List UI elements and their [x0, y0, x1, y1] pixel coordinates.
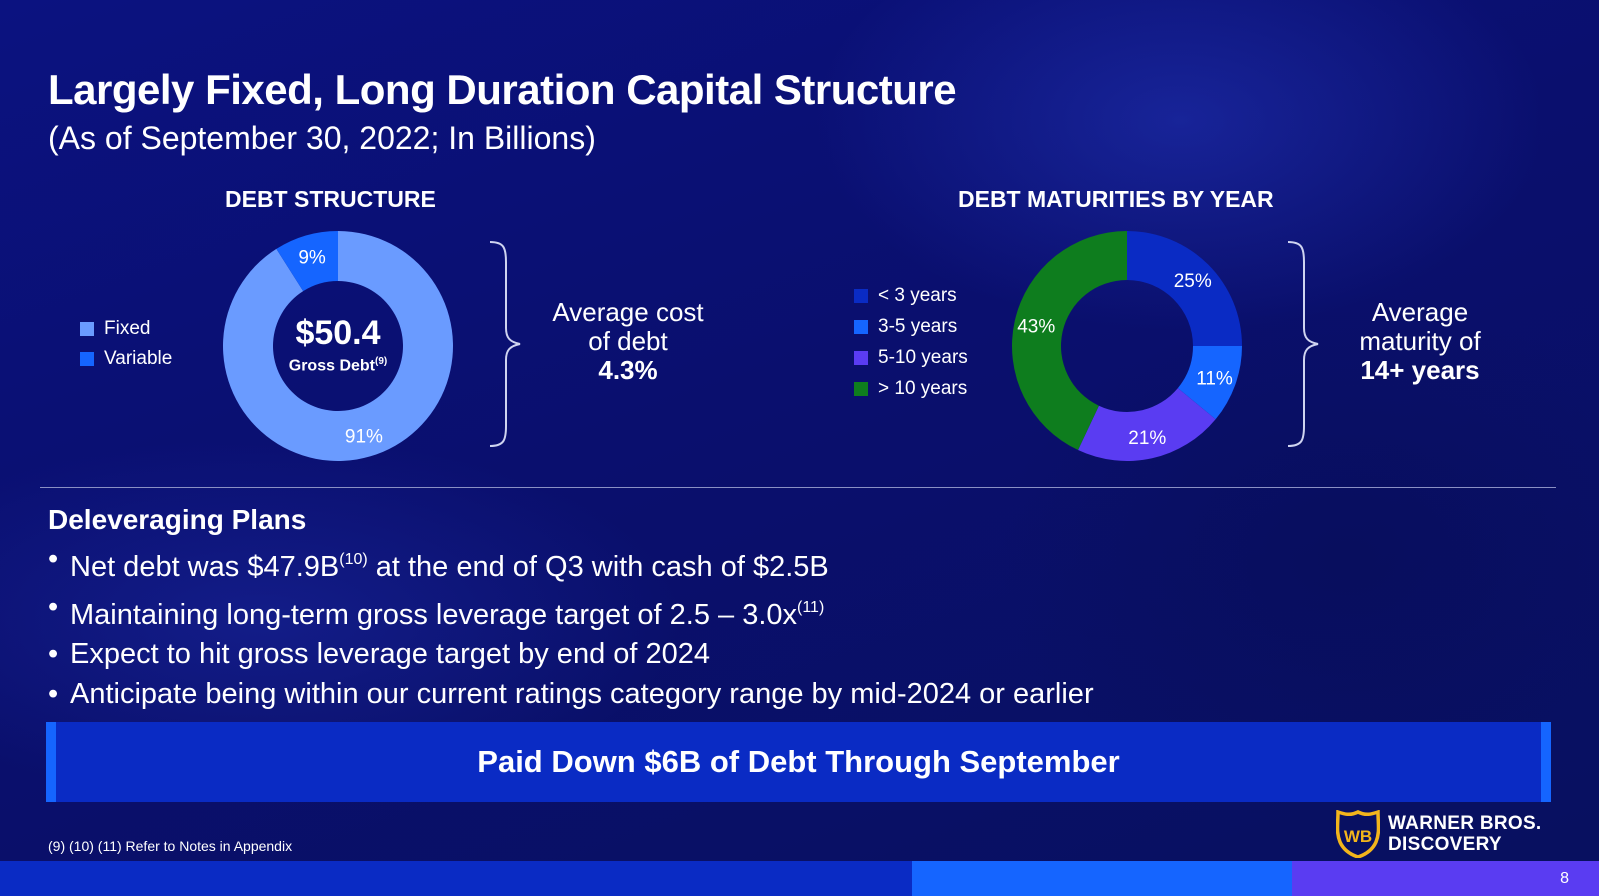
legend-label-3-5: 3-5 years — [878, 315, 958, 337]
bullet-text: Net debt was $47.9B(10) at the end of Q3… — [70, 540, 829, 588]
bullet-text-tail: at the end of Q3 with cash of $2.5B — [367, 551, 829, 583]
legend-swatch-5-10 — [854, 350, 868, 365]
average-cost-line1: Average cost — [552, 297, 704, 327]
paid-down-banner: Paid Down $6B of Debt Through September — [46, 722, 1551, 802]
average-maturity-value: 14+ years — [1360, 355, 1480, 385]
legend-label-variable: Variable — [104, 348, 173, 369]
bottom-bar-segment-3 — [1292, 861, 1599, 896]
donut-data-label: 91% — [345, 426, 383, 447]
average-cost-line2: of debt — [588, 326, 668, 356]
debt-maturities-heading: DEBT MATURITIES BY YEAR — [958, 186, 1274, 212]
average-cost-callout: Average cost of debt 4.3% — [538, 298, 718, 385]
legend-item-3-5: 3-5 years — [854, 311, 968, 342]
donut-data-label: 21% — [1128, 428, 1166, 449]
donut-slice-4 — [1012, 231, 1127, 451]
page-subtitle: (As of September 30, 2022; In Billions) — [48, 120, 596, 156]
debt-maturities-legend: < 3 years 3-5 years 5-10 years > 10 year… — [854, 280, 968, 404]
bottom-bar-segment-1 — [0, 861, 912, 896]
bottom-bar-segment-2 — [912, 861, 1292, 896]
donut-data-label: 9% — [298, 248, 326, 269]
list-item: • Expect to hit gross leverage target by… — [48, 635, 1094, 675]
logo-wordmark: WARNER BROS. DISCOVERY — [1388, 813, 1542, 855]
donut-data-label: 11% — [1196, 369, 1233, 390]
legend-item-5-10: 5-10 years — [854, 342, 968, 373]
logo-line2: DISCOVERY — [1388, 834, 1502, 855]
legend-swatch-lt3 — [854, 288, 868, 303]
gross-debt-footnote-ref: (9) — [375, 356, 388, 367]
donut-slice-2 — [276, 231, 338, 292]
legend-swatch-variable — [80, 352, 94, 366]
legend-item-variable: Variable — [80, 344, 172, 374]
donut-center-label: $50.4 Gross Debt(9) — [270, 314, 406, 376]
logo-line1: WARNER BROS. — [1388, 813, 1542, 834]
bullet-icon: • — [48, 543, 59, 575]
legend-label-gt10: > 10 years — [878, 377, 968, 399]
legend-item-lt3: < 3 years — [854, 280, 968, 311]
bullet-text-main: Maintaining long-term gross leverage tar… — [70, 598, 798, 631]
average-maturity-callout: Average maturity of 14+ years — [1330, 298, 1510, 385]
legend-item-fixed: Fixed — [80, 314, 172, 344]
gross-debt-label-text: Gross Debt — [288, 357, 375, 375]
page-number: 8 — [1560, 870, 1569, 887]
warner-bros-discovery-logo: WB WARNER BROS. DISCOVERY — [1336, 810, 1542, 858]
wb-shield-icon: WB — [1336, 810, 1380, 858]
list-item: • Anticipate being within our current ra… — [48, 675, 1094, 715]
bullet-icon: • — [48, 638, 59, 670]
legend-swatch-3-5 — [854, 319, 868, 334]
bullet-footnote-ref: (10) — [339, 551, 368, 568]
donut-slice-1 — [1127, 231, 1242, 346]
average-maturity-line2: maturity of — [1359, 326, 1481, 356]
deleveraging-plans-heading: Deleveraging Plans — [48, 504, 307, 535]
donut-data-label: 25% — [1174, 271, 1212, 292]
bullet-text: Anticipate being within our current rati… — [70, 677, 1094, 710]
list-item: • Net debt was $47.9B(10) at the end of … — [48, 540, 1094, 588]
debt-structure-heading: DEBT STRUCTURE — [225, 186, 436, 212]
legend-label-lt3: < 3 years — [878, 284, 957, 306]
bullet-text: Maintaining long-term gross leverage tar… — [70, 588, 824, 636]
legend-item-gt10: > 10 years — [854, 373, 968, 404]
bullet-text-main: Net debt was $47.9B — [70, 551, 340, 583]
bullet-footnote-ref: (11) — [797, 598, 825, 616]
bullet-text: Expect to hit gross leverage target by e… — [70, 638, 711, 670]
average-maturity-line1: Average — [1371, 297, 1469, 327]
legend-label-5-10: 5-10 years — [878, 346, 968, 368]
gross-debt-label: Gross Debt(9) — [270, 352, 406, 376]
legend-swatch-gt10 — [854, 381, 868, 396]
average-cost-value: 4.3% — [598, 355, 658, 385]
list-item: • Maintaining long-term gross leverage t… — [48, 588, 1094, 636]
bullet-icon: • — [48, 677, 59, 710]
debt-structure-legend: Fixed Variable — [80, 314, 172, 374]
gross-debt-value: $50.4 — [295, 314, 381, 352]
legend-label-fixed: Fixed — [104, 318, 151, 339]
bullet-icon: • — [48, 590, 59, 623]
banner-text: Paid Down $6B of Debt Through September — [477, 744, 1120, 779]
donut-data-label: 43% — [1017, 317, 1055, 338]
donut-slice-1 — [222, 231, 453, 461]
right-brace-icon — [489, 241, 521, 447]
donut-slice-2 — [1177, 346, 1242, 420]
debt-structure-donut-chart: 91% 9% — [222, 231, 453, 461]
debt-maturities-donut-chart: 25% 11% 21% 43% — [1012, 231, 1242, 461]
deleveraging-bullets: • Net debt was $47.9B(10) at the end of … — [48, 540, 1094, 714]
wb-shield-text: WB — [1344, 827, 1372, 846]
donut-slice-3 — [1078, 388, 1216, 461]
right-brace-icon — [1287, 241, 1319, 447]
page-title: Largely Fixed, Long Duration Capital Str… — [48, 66, 957, 113]
section-divider — [40, 487, 1556, 488]
legend-swatch-fixed — [80, 322, 94, 336]
footnote: (9) (10) (11) Refer to Notes in Appendix — [48, 838, 293, 854]
